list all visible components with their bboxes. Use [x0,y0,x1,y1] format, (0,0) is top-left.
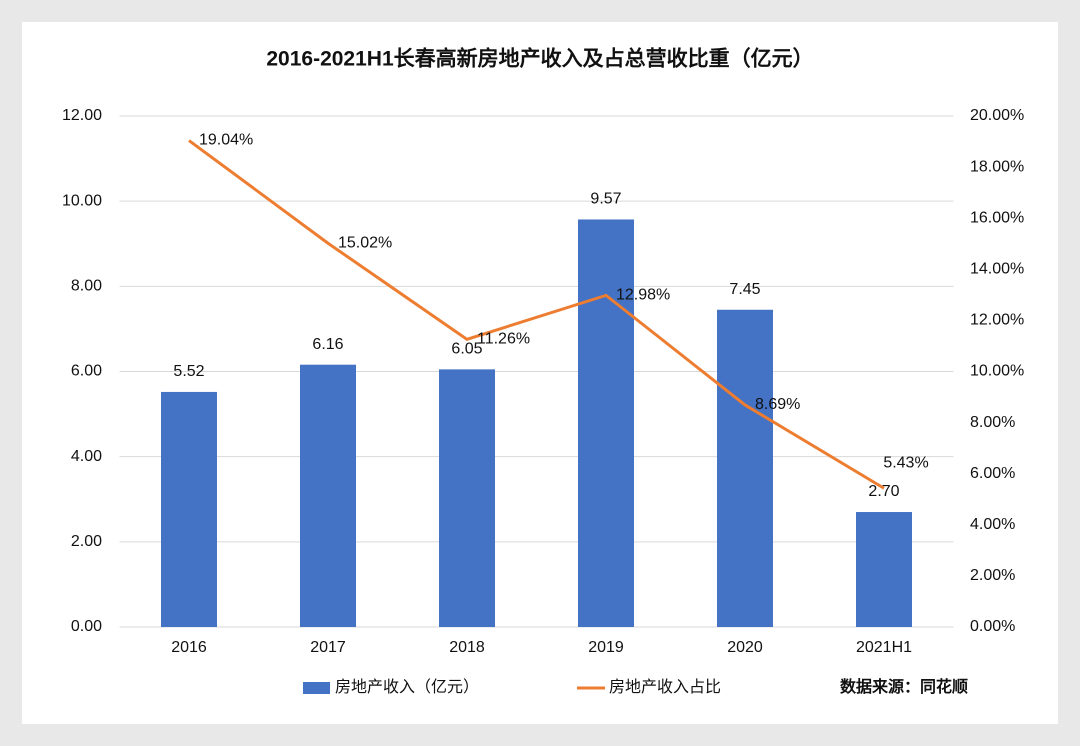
y2-tick-label: 2.00% [970,567,1015,584]
y-tick-label: 10.00 [62,192,102,209]
bar-value-label: 2.70 [868,483,899,500]
y2-tick-label: 20.00% [970,107,1024,124]
y2-tick-label: 16.00% [970,209,1024,226]
y-tick-label: 0.00 [71,618,102,635]
bar-value-label: 6.05 [451,341,482,358]
x-tick-label: 2016 [171,639,207,656]
y2-tick-label: 14.00% [970,261,1024,278]
x-tick-label: 2020 [727,639,763,656]
bar-value-label: 7.45 [729,281,760,298]
legend-swatch [303,682,330,694]
line [188,139,885,490]
legend-label: 房地产收入（亿元） [335,678,479,696]
line-value-label: 19.04% [199,132,253,149]
bar [300,364,356,627]
bar-value-label: 6.16 [312,336,343,353]
x-tick-label: 2019 [588,639,624,656]
y-tick-label: 2.00 [71,533,102,550]
legend-label: 房地产收入占比 [609,678,721,696]
line-value-label: 11.26% [477,331,530,348]
bar-value-label: 9.57 [590,191,621,208]
chart-title: 2016-2021H1长春高新房地产收入及占总营收比重（亿元） [266,47,813,71]
bar-value-label: 5.52 [173,363,204,380]
y-tick-label: 12.00 [62,107,102,124]
source-note: 数据来源：同花顺 [840,677,968,696]
y-tick-label: 4.00 [71,448,102,465]
line-value-label: 12.98% [616,287,670,304]
y2-tick-label: 10.00% [970,363,1024,380]
line-value-label: 5.43% [883,454,928,471]
line-value-label: 15.02% [338,234,392,251]
bar [161,391,217,627]
y2-tick-label: 4.00% [970,516,1015,533]
y2-tick-label: 18.00% [970,158,1024,175]
bar [856,512,912,627]
bar [717,309,773,627]
x-tick-label: 2018 [449,639,485,656]
y-tick-label: 8.00 [71,278,102,295]
y2-tick-label: 6.00% [970,465,1015,482]
x-tick-label: 2021H1 [856,639,912,656]
y2-tick-label: 12.00% [970,312,1024,329]
y-tick-label: 6.00 [71,363,102,380]
y2-tick-label: 0.00% [970,618,1015,635]
x-tick-label: 2017 [310,639,346,656]
y2-tick-label: 8.00% [970,414,1015,431]
line-value-label: 8.69% [755,396,800,413]
bar [578,219,634,628]
bar [439,369,495,627]
